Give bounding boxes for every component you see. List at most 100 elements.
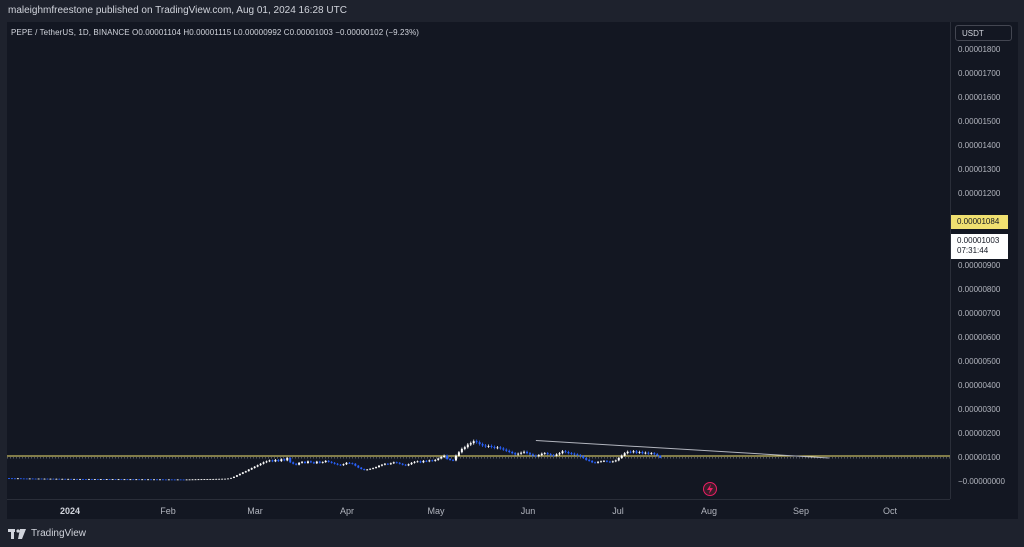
candle-body — [404, 464, 407, 466]
candle-body — [342, 464, 345, 466]
candle-body — [70, 478, 73, 480]
candle-body — [398, 462, 401, 464]
candle-body — [262, 462, 265, 464]
candle-body — [218, 478, 221, 480]
candle-body — [52, 478, 55, 480]
candle-body — [235, 475, 238, 477]
candle-body — [478, 442, 481, 445]
candle-body — [605, 460, 608, 462]
candle-body — [437, 458, 440, 460]
candle-body — [13, 478, 16, 480]
candle-body — [383, 463, 386, 465]
candle-body — [475, 441, 478, 443]
candle-body — [585, 458, 588, 460]
candle-body — [286, 458, 289, 461]
candle-body — [227, 478, 230, 480]
candle-body — [443, 455, 446, 458]
tradingview-brand[interactable]: TradingView — [8, 528, 86, 539]
price-label: 0.00001300 — [958, 165, 1001, 174]
candle-body — [129, 479, 132, 481]
candle-body — [324, 460, 327, 463]
candle-body — [594, 462, 597, 464]
candle-body — [570, 453, 573, 454]
brand-label: TradingView — [31, 528, 87, 539]
candle-body — [508, 450, 511, 452]
candle-body — [194, 479, 197, 481]
candle-body — [564, 451, 567, 453]
candle-body — [173, 479, 176, 481]
time-axis[interactable] — [7, 499, 950, 520]
candle-body — [280, 459, 283, 462]
candle-body — [182, 479, 185, 481]
candle-body — [312, 462, 315, 464]
price-label: 0.00000500 — [958, 357, 1001, 366]
chart-canvas[interactable] — [7, 22, 1018, 519]
candle-body — [440, 457, 443, 459]
candle-body — [144, 479, 147, 481]
candle-body — [209, 479, 212, 480]
candle-body — [90, 479, 93, 480]
price-label: 0.00001800 — [958, 45, 1001, 54]
candle-body — [378, 465, 380, 468]
candle-body — [517, 453, 520, 455]
candle-body — [82, 479, 84, 480]
candle-body — [188, 479, 191, 481]
candle-body — [161, 479, 164, 481]
candle-body — [28, 478, 31, 480]
candle-body — [644, 452, 647, 454]
candle-body — [25, 478, 28, 480]
candle-body — [591, 460, 594, 463]
candle-body — [256, 465, 259, 467]
candle-body — [289, 458, 292, 463]
candle-body — [614, 460, 617, 462]
candle-body — [588, 459, 591, 461]
price-axis[interactable] — [950, 22, 1019, 499]
candle-body — [8, 478, 10, 480]
candle-body — [206, 479, 209, 480]
candle-body — [224, 478, 227, 480]
last-price-value: 0.00001003 — [957, 236, 1000, 245]
candle-body — [238, 473, 241, 476]
time-label: Aug — [700, 506, 718, 516]
candle-body — [629, 451, 632, 453]
time-label: 2024 — [59, 506, 81, 516]
candle-body — [573, 453, 576, 455]
candle-body — [191, 479, 194, 481]
candle-body — [43, 478, 46, 480]
candle-body — [549, 454, 552, 456]
candle-body — [611, 461, 614, 463]
price-label: 0.00001500 — [958, 117, 1001, 126]
candle-body — [321, 462, 324, 463]
candle-body — [531, 454, 534, 456]
candle-body — [386, 463, 389, 465]
candle-body — [499, 447, 502, 449]
candle-body — [16, 478, 19, 480]
candle-body — [108, 479, 111, 480]
candle-body — [123, 479, 126, 481]
price-label: 0.00001200 — [958, 189, 1001, 198]
trendline — [535, 439, 829, 459]
candle-body — [600, 461, 602, 463]
candle-body — [164, 479, 167, 481]
candle-body — [336, 463, 339, 465]
candle-body — [582, 456, 585, 458]
currency-selector[interactable]: USDT — [955, 25, 1012, 41]
candle-body — [348, 462, 351, 464]
symbol-info-line: PEPE / TetherUS, 1D, BINANCE O0.00001104… — [11, 28, 420, 37]
candle-body — [197, 479, 200, 481]
candle-body — [366, 469, 369, 471]
candle-body — [608, 461, 611, 463]
candle-body — [490, 446, 493, 447]
candle-body — [363, 469, 366, 470]
candle-body — [457, 452, 460, 456]
candle-body — [469, 443, 472, 445]
candle-body — [179, 479, 182, 481]
candle-body — [528, 453, 531, 455]
candle-body — [620, 455, 623, 458]
candle-body — [481, 444, 484, 446]
candle-body — [138, 479, 141, 481]
flash-icon[interactable] — [703, 482, 717, 496]
candle-body — [247, 469, 250, 472]
candle-body — [306, 461, 309, 464]
